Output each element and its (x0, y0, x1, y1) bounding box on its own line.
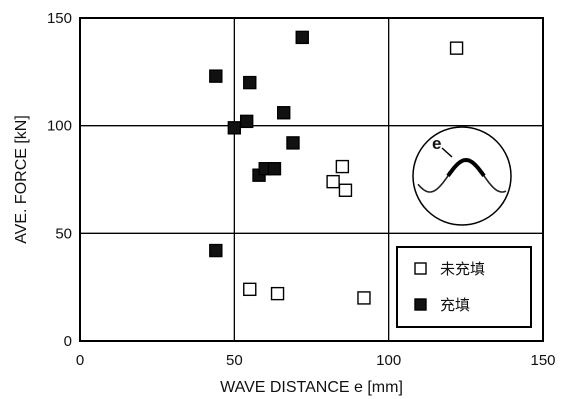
x-tick-label: 0 (76, 352, 84, 369)
data-points (209, 30, 464, 305)
legend: 未充填 充填 (396, 246, 532, 328)
data-point-filled (209, 69, 223, 83)
inset-label-e: e (432, 134, 441, 153)
arrow-icon (441, 147, 453, 158)
data-point-filled (227, 121, 242, 135)
data-point-filled (243, 75, 257, 90)
data-point-unfilled (335, 159, 350, 174)
wave-highlight-icon (446, 157, 486, 178)
x-tick-label: 50 (226, 352, 243, 369)
axis-ticks: 0 50 100 150 0 50 100 150 (47, 10, 556, 369)
data-point-unfilled (243, 282, 257, 297)
data-point-filled (295, 30, 309, 45)
data-point-filled (286, 136, 300, 150)
x-tick-label: 100 (376, 352, 401, 369)
y-tick-label: 50 (55, 225, 72, 242)
plot-frame (79, 17, 544, 342)
data-point-unfilled (338, 183, 353, 197)
y-axis-title: AVE. FORCE [kN] (13, 115, 30, 244)
data-point-unfilled (326, 174, 340, 189)
x-axis-title: WAVE DISTANCE e [mm] (220, 379, 403, 396)
y-tick-label: 0 (64, 333, 72, 350)
data-point-filled (267, 162, 282, 176)
legend-box (396, 246, 532, 328)
wave-inset-diagram: e (412, 126, 512, 226)
y-tick-label: 150 (47, 10, 72, 27)
x-tick-label: 150 (530, 352, 555, 369)
data-point-filled (239, 114, 254, 129)
data-point-filled (209, 243, 223, 258)
legend-label-unfilled: 未充填 (440, 260, 485, 278)
data-point-unfilled (449, 41, 464, 55)
data-point-filled (277, 106, 291, 120)
legend-label-filled: 充填 (440, 296, 470, 314)
data-point-unfilled (357, 291, 371, 305)
data-point-unfilled (270, 286, 285, 301)
grid-lines (80, 18, 543, 341)
inset-circle (412, 126, 512, 226)
y-tick-label: 100 (47, 118, 72, 135)
legend-marker-open-square (414, 262, 427, 275)
legend-marker-filled-square (414, 298, 427, 311)
